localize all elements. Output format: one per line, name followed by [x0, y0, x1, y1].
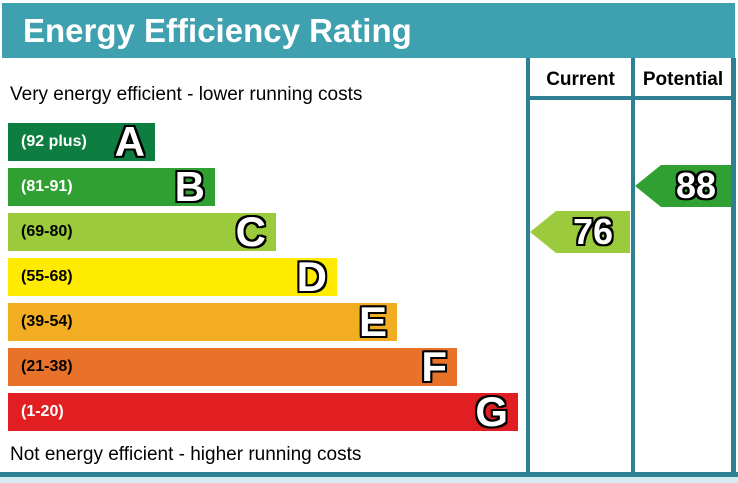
header-row-underline: [526, 96, 736, 100]
band-g-letter: G: [475, 388, 508, 435]
bottom-note: Not energy efficient - higher running co…: [10, 444, 362, 465]
chart-title: Energy Efficiency Rating: [23, 12, 412, 49]
band-a-range-label: (92 plus): [21, 133, 87, 150]
band-d-range-label: (55-68): [21, 268, 73, 285]
band-e-range-label: (39-54): [21, 313, 73, 330]
band-c-range-label: (69-80): [21, 223, 73, 240]
band-f-letter: F: [421, 343, 447, 390]
potential-column-left-border: [631, 58, 635, 472]
band-b-letter: B: [174, 163, 205, 210]
current-rating-value: 76: [572, 211, 614, 252]
rating-band-d: (55-68) D: [8, 253, 337, 300]
rating-band-g: (1-20) G: [8, 388, 518, 435]
current-rating-arrow: 76: [530, 211, 630, 253]
potential-rating-arrow: 88: [635, 165, 731, 207]
potential-rating-value: 88: [675, 165, 717, 206]
band-c-letter: C: [235, 208, 266, 255]
rating-band-b: (81-91) B: [8, 163, 215, 210]
band-e-letter: E: [358, 298, 387, 345]
current-column-left-border: [526, 58, 530, 472]
current-column-header: Current: [546, 69, 615, 90]
footer-strip: [0, 477, 738, 483]
potential-column-header: Potential: [642, 69, 724, 90]
band-f-range-label: (21-38): [21, 358, 73, 375]
rating-band-a: (92 plus) A: [8, 118, 155, 165]
band-g-range-label: (1-20): [21, 403, 64, 420]
table-bottom-border: [0, 472, 738, 477]
top-note: Very energy efficient - lower running co…: [10, 84, 363, 105]
band-d-letter: D: [296, 253, 327, 300]
table-right-border: [731, 58, 736, 472]
chart-title-banner: Energy Efficiency Rating: [2, 3, 735, 58]
band-a-letter: A: [114, 118, 145, 165]
rating-band-c: (69-80) C: [8, 208, 276, 255]
rating-band-f: (21-38) F: [8, 343, 457, 390]
band-b-range-label: (81-91): [21, 178, 73, 195]
rating-band-e: (39-54) E: [8, 298, 397, 345]
